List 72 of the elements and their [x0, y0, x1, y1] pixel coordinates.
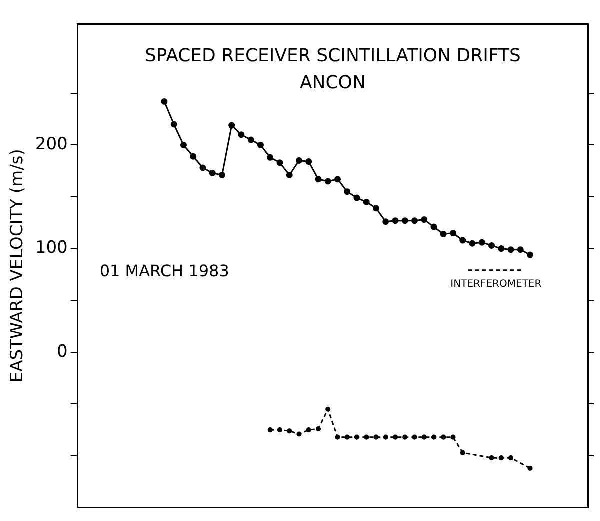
point	[402, 218, 408, 224]
point	[412, 434, 418, 440]
point	[200, 164, 206, 172]
point	[469, 240, 476, 247]
y-axis-title: EASTWARD VELOCITY (m/s)	[8, 149, 28, 383]
point	[383, 434, 388, 440]
point	[180, 142, 187, 148]
point	[335, 434, 340, 440]
point	[248, 136, 254, 144]
point	[315, 176, 322, 183]
point	[334, 176, 341, 183]
point	[306, 158, 312, 166]
point	[238, 132, 245, 138]
annotation: 01 MARCH 1983	[100, 262, 230, 281]
point	[431, 434, 437, 440]
point	[440, 231, 447, 238]
point	[372, 205, 380, 212]
text: INTERFEROMETER	[450, 279, 542, 290]
point	[354, 194, 360, 202]
y-tick-label: 100	[35, 238, 68, 258]
point	[478, 239, 486, 246]
point	[267, 154, 274, 161]
point	[277, 428, 283, 433]
point	[218, 172, 226, 178]
point	[450, 230, 456, 237]
point	[276, 160, 284, 166]
point	[450, 434, 456, 440]
point	[363, 198, 370, 206]
point	[489, 456, 494, 461]
point	[508, 456, 514, 461]
text: ANCON	[300, 72, 366, 94]
point	[498, 456, 504, 461]
point	[460, 450, 466, 456]
point	[257, 142, 264, 148]
point	[430, 224, 438, 230]
point	[392, 218, 399, 224]
point	[517, 246, 524, 254]
point	[344, 434, 350, 440]
point	[286, 172, 293, 178]
point	[421, 216, 428, 224]
point	[526, 252, 534, 258]
point	[161, 98, 168, 105]
point	[364, 434, 370, 440]
point	[287, 428, 292, 434]
point	[190, 153, 197, 160]
y-tick-label: 0	[57, 342, 68, 362]
point	[382, 218, 390, 226]
point	[488, 242, 495, 249]
point	[374, 434, 379, 440]
point	[498, 246, 505, 252]
point	[392, 434, 398, 440]
point	[268, 428, 273, 433]
point	[441, 434, 446, 440]
point	[209, 170, 216, 176]
text: SPACED RECEIVER SCINTILLATION DRIFTS	[144, 46, 521, 67]
point	[528, 466, 533, 471]
point	[422, 434, 427, 440]
point	[411, 218, 418, 224]
point	[324, 178, 332, 185]
point	[354, 434, 360, 440]
point	[460, 237, 466, 244]
point	[228, 122, 236, 129]
point	[296, 158, 302, 164]
point	[296, 432, 302, 437]
point	[316, 426, 322, 432]
point	[344, 188, 351, 196]
y-tick-label: 200	[35, 134, 68, 155]
point	[306, 428, 312, 433]
point	[508, 246, 514, 254]
point	[170, 121, 178, 128]
point	[402, 434, 408, 440]
point	[326, 406, 331, 412]
